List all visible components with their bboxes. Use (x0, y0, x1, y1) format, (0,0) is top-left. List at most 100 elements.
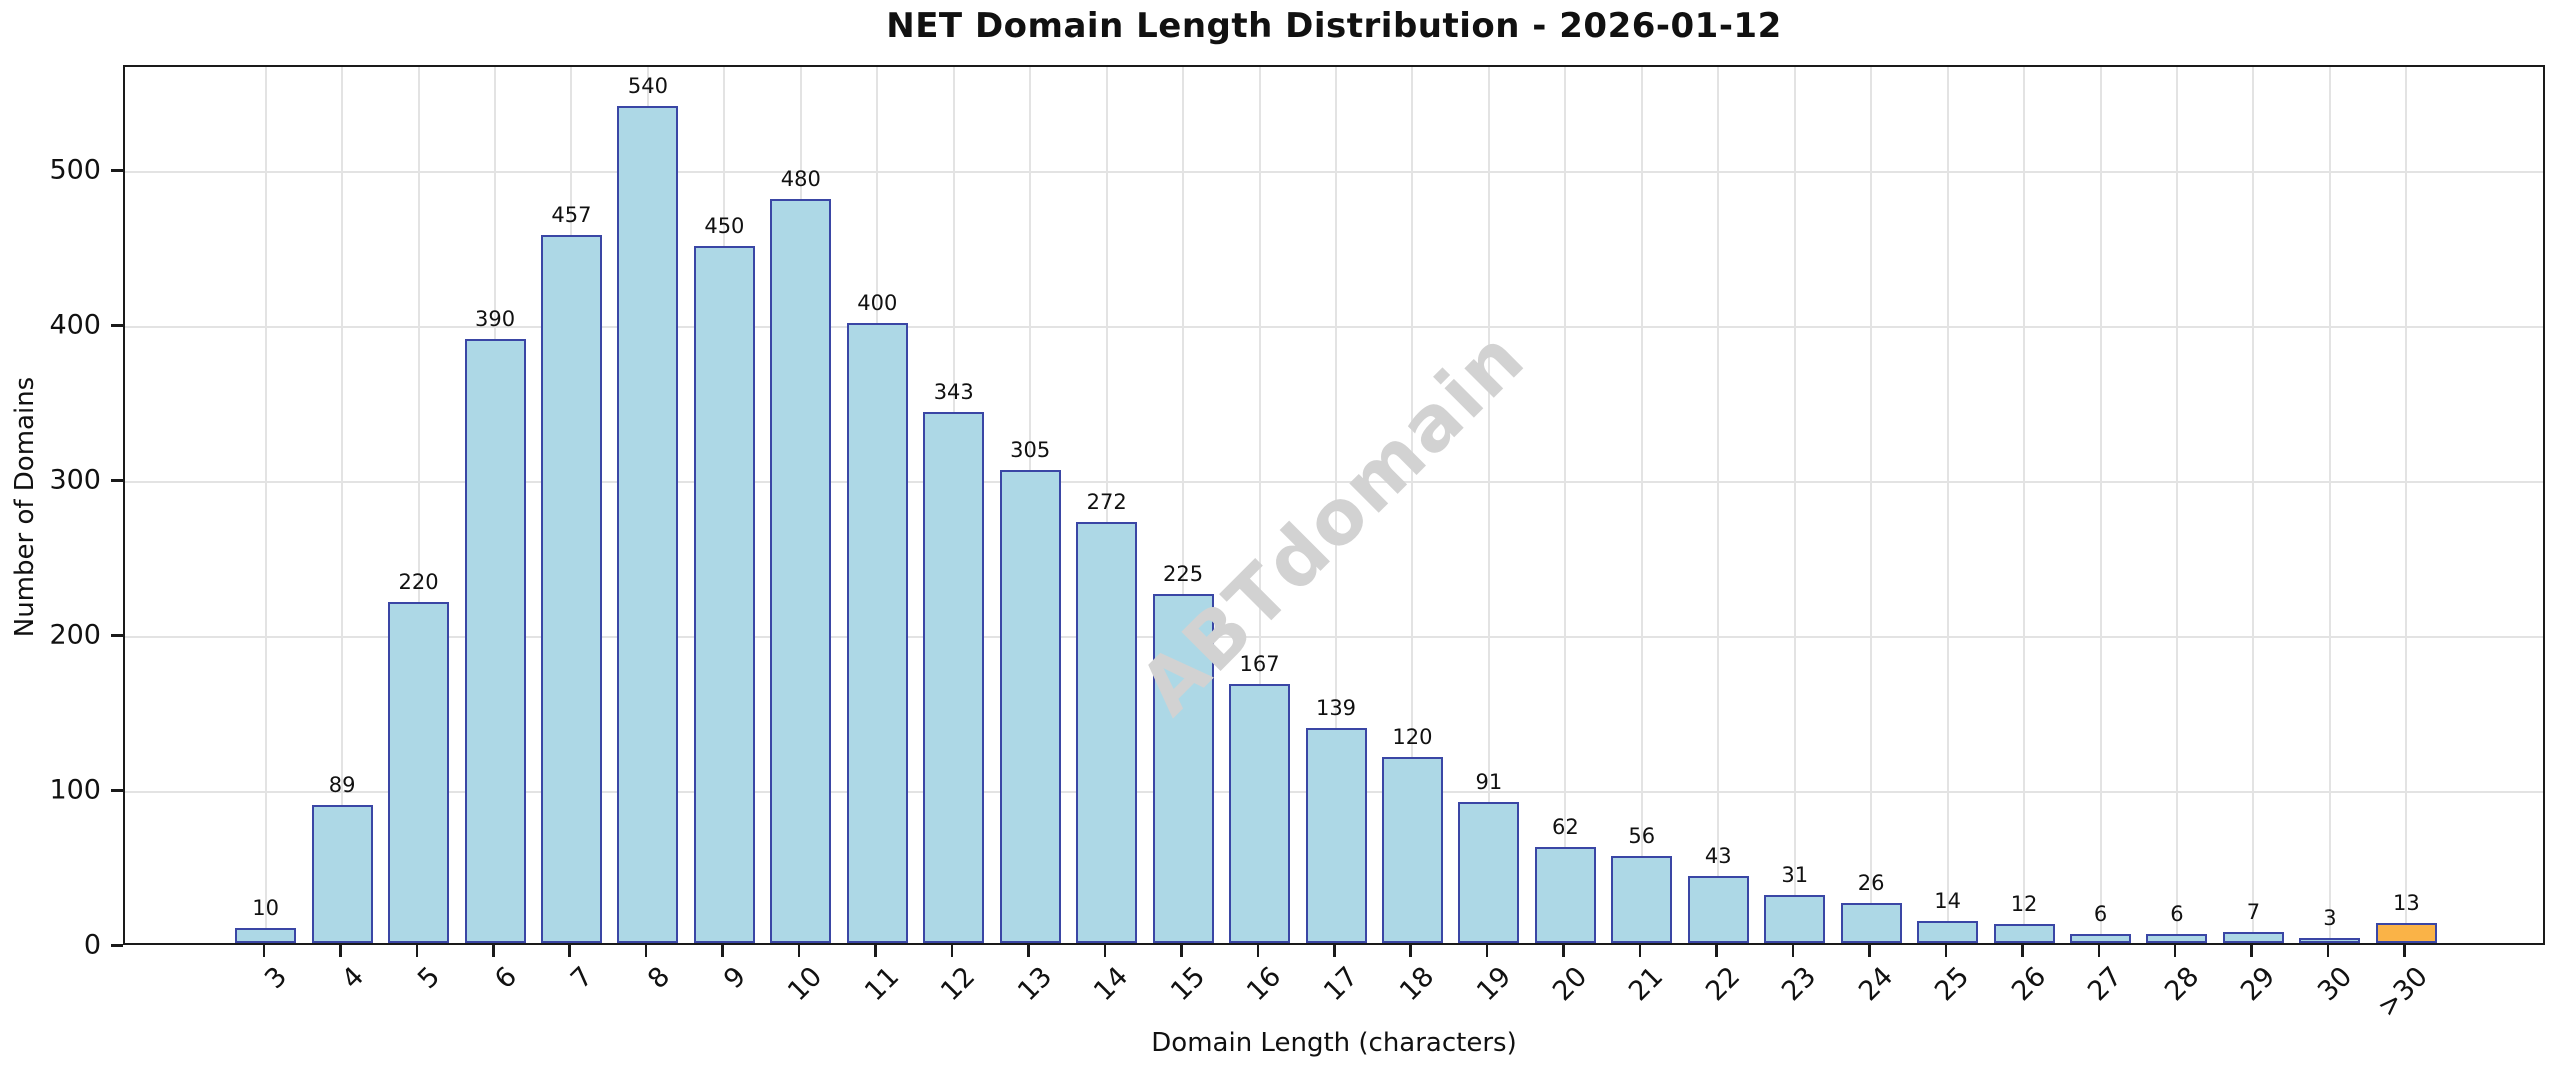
bar-9 (693, 245, 755, 943)
bar-value-label: 56 (1628, 824, 1656, 849)
bar-value-label: 31 (1781, 862, 1809, 887)
bar-value-label: 14 (1934, 889, 1961, 914)
bar-12 (923, 411, 985, 943)
y-tick-mark (111, 944, 123, 947)
x-tick-mark (874, 945, 877, 957)
v-gridline (1793, 67, 1796, 943)
v-gridline (2023, 67, 2026, 943)
h-gridline (125, 326, 2543, 329)
x-tick-mark (415, 945, 419, 957)
y-axis-label: Number of Domains (10, 376, 40, 638)
x-tick-mark (262, 945, 266, 957)
bar-19 (1458, 802, 1520, 943)
x-tick-label: 23 (1776, 961, 1823, 1008)
h-gridline (125, 481, 2543, 484)
bar-value-label: 12 (2010, 892, 2038, 917)
x-tick-label: 19 (1470, 961, 1517, 1008)
x-tick-label: 15 (1164, 961, 1212, 1008)
bar-value-label: 220 (398, 570, 439, 595)
bar-3 (235, 927, 297, 943)
v-gridline (341, 67, 344, 943)
v-gridline (1946, 67, 1949, 943)
y-tick-mark (111, 789, 123, 792)
bar-10 (770, 199, 832, 943)
x-tick-mark (1791, 945, 1795, 957)
bar-value-label: 7 (2246, 900, 2261, 925)
v-gridline (264, 67, 267, 943)
bar-20 (1534, 846, 1596, 943)
x-tick-mark (1638, 945, 1642, 957)
v-gridline (1182, 67, 1185, 943)
v-gridline (1564, 67, 1567, 943)
v-gridline (2175, 67, 2178, 943)
v-gridline (2099, 67, 2102, 943)
watermark-text: ABTdomain (1122, 312, 1542, 732)
bar-17 (1305, 727, 1367, 943)
bar-value-label: 457 (551, 202, 592, 227)
bar-value-label: 89 (328, 773, 356, 798)
x-tick-label: 4 (335, 961, 371, 996)
v-gridline (2328, 67, 2331, 943)
bar-29 (2222, 932, 2284, 943)
y-tick-label: 400 (49, 309, 101, 341)
y-tick-mark (111, 479, 123, 482)
x-tick-mark (1715, 945, 1718, 957)
x-tick-mark (568, 945, 571, 957)
bar-16 (1229, 684, 1291, 943)
x-tick-label: 28 (2158, 961, 2205, 1008)
x-tick-mark (339, 945, 342, 957)
x-tick-mark (1180, 945, 1183, 957)
x-tick-label: 10 (782, 961, 829, 1008)
x-tick-label: 14 (1088, 961, 1135, 1008)
x-tick-mark (2097, 945, 2101, 957)
bar-value-label: 43 (1704, 844, 1732, 869)
x-tick-mark (1485, 945, 1489, 957)
v-gridline (1258, 67, 1261, 943)
y-tick-label: 200 (49, 619, 101, 651)
v-gridline (1487, 67, 1490, 943)
y-tick-label: 0 (83, 929, 101, 961)
x-tick-mark (1256, 945, 1260, 957)
x-tick-label: >30 (2372, 961, 2435, 1024)
v-gridline (1870, 67, 1873, 943)
bar-value-label: 120 (1392, 725, 1433, 750)
y-tick-label: 300 (49, 464, 101, 496)
x-tick-label: 22 (1699, 961, 1747, 1008)
bar-value-label: 390 (474, 306, 516, 331)
bar-value-label: 13 (2392, 890, 2420, 915)
y-tick-mark (111, 324, 123, 327)
bar-value-label: 10 (252, 895, 280, 920)
bar-value-label: 167 (1239, 652, 1280, 677)
x-tick-label: 7 (565, 961, 600, 996)
bar-value-label: 139 (1315, 695, 1357, 720)
bar-value-label: 91 (1475, 770, 1503, 795)
y-tick-mark (111, 169, 123, 172)
x-tick-mark (1868, 945, 1871, 957)
x-axis-label: Domain Length (characters) (1151, 1028, 1517, 1058)
bar-25 (1917, 921, 1979, 943)
x-tick-label: 17 (1317, 961, 1364, 1008)
x-tick-mark (2250, 945, 2253, 957)
x-tick-label: 12 (935, 961, 982, 1008)
x-tick-mark (1944, 945, 1948, 957)
v-gridline (1640, 67, 1643, 943)
bar-7 (540, 234, 602, 943)
bar-15 (1152, 594, 1214, 943)
y-tick-label: 100 (49, 774, 101, 806)
v-gridline (1335, 67, 1337, 943)
bar-18 (1381, 757, 1443, 943)
bar-value-label: 6 (2170, 901, 2184, 926)
x-tick-label: 20 (1547, 961, 1594, 1008)
bar-11 (846, 323, 908, 943)
x-tick-label: 3 (259, 961, 294, 996)
x-tick-label: 18 (1394, 961, 1441, 1008)
bar-5 (388, 602, 450, 943)
x-tick-label: 24 (1852, 961, 1900, 1008)
x-tick-label: 27 (2082, 961, 2129, 1008)
bar-value-label: 305 (1010, 438, 1051, 463)
bar-value-label: 450 (704, 213, 745, 238)
chart-title: NET Domain Length Distribution - 2026-01… (886, 6, 1782, 46)
x-tick-mark (1562, 945, 1565, 957)
h-gridline (125, 171, 2543, 174)
